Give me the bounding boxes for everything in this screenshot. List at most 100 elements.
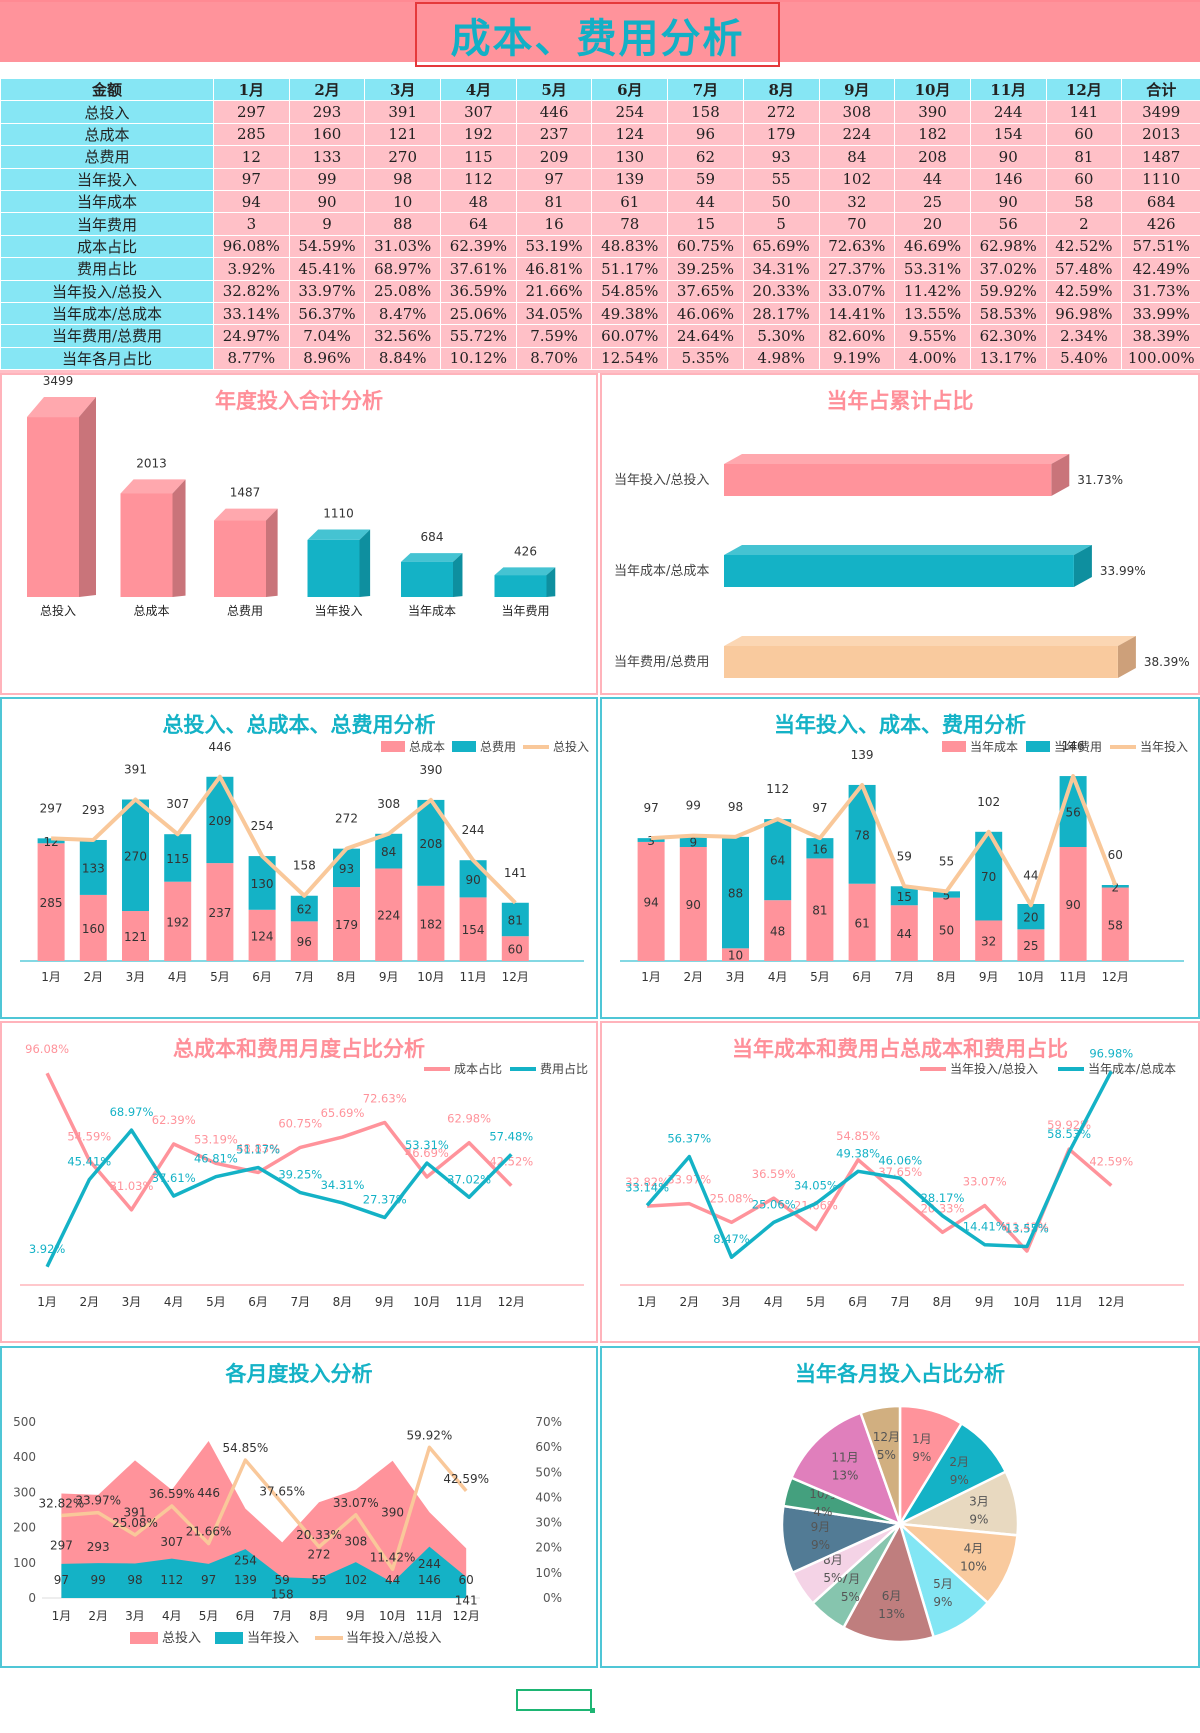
table-cell[interactable]: 82.60% bbox=[818, 324, 896, 348]
table-cell[interactable]: 285 bbox=[213, 122, 290, 147]
table-cell[interactable]: 62.98% bbox=[969, 234, 1047, 259]
table-cell[interactable]: 133 bbox=[288, 145, 366, 169]
table-cell[interactable]: 96.08% bbox=[213, 234, 290, 259]
table-cell[interactable]: 46.69% bbox=[894, 234, 971, 259]
table-cell[interactable]: 1110 bbox=[1121, 167, 1200, 191]
table-cell[interactable]: 13.17% bbox=[969, 346, 1047, 371]
table-cell[interactable]: 20 bbox=[894, 212, 971, 236]
column-header[interactable]: 7月 bbox=[667, 77, 744, 102]
chart-monthly-share-pie[interactable]: 当年各月投入占比分析 1月 9% 2月 9% 3月 9% 4月 10% 5月 9% 6月 13% 7月 5… bbox=[600, 1346, 1200, 1668]
table-cell[interactable]: 100.00% bbox=[1121, 346, 1200, 371]
table-cell[interactable]: 31.03% bbox=[364, 234, 442, 259]
table-cell[interactable]: 4.98% bbox=[742, 346, 820, 371]
table-cell[interactable]: 297 bbox=[213, 100, 290, 124]
table-cell[interactable]: 25.08% bbox=[364, 279, 442, 303]
column-header[interactable]: 10月 bbox=[894, 77, 971, 102]
column-header[interactable]: 9月 bbox=[818, 77, 896, 102]
table-cell[interactable]: 60 bbox=[1045, 167, 1123, 191]
table-cell[interactable]: 81 bbox=[1045, 145, 1123, 169]
row-label[interactable]: 当年费用/总费用 bbox=[0, 324, 214, 348]
table-cell[interactable]: 56.37% bbox=[288, 301, 366, 326]
table-cell[interactable]: 224 bbox=[818, 122, 896, 147]
table-cell[interactable]: 12 bbox=[213, 145, 290, 169]
table-cell[interactable]: 9.19% bbox=[818, 346, 896, 371]
table-cell[interactable]: 39.25% bbox=[667, 257, 744, 281]
table-cell[interactable]: 44 bbox=[667, 189, 744, 214]
column-header[interactable]: 合计 bbox=[1121, 77, 1200, 102]
table-cell[interactable]: 81 bbox=[515, 189, 593, 214]
table-cell[interactable]: 60 bbox=[1045, 122, 1123, 147]
row-label[interactable]: 总费用 bbox=[0, 145, 214, 169]
table-cell[interactable]: 209 bbox=[515, 145, 593, 169]
column-header[interactable]: 金额 bbox=[0, 77, 214, 102]
table-cell[interactable]: 9.55% bbox=[894, 324, 971, 348]
table-cell[interactable]: 14.41% bbox=[818, 301, 896, 326]
table-cell[interactable]: 7.04% bbox=[288, 324, 366, 348]
table-cell[interactable]: 60.07% bbox=[591, 324, 669, 348]
table-cell[interactable]: 9 bbox=[288, 212, 366, 236]
table-cell[interactable]: 57.51% bbox=[1121, 234, 1200, 259]
row-label[interactable]: 当年投入/总投入 bbox=[0, 279, 214, 303]
row-label[interactable]: 当年各月占比 bbox=[0, 346, 214, 371]
row-label[interactable]: 当年投入 bbox=[0, 167, 214, 191]
table-cell[interactable]: 90 bbox=[288, 189, 366, 214]
table-cell[interactable]: 51.17% bbox=[591, 257, 669, 281]
table-cell[interactable]: 124 bbox=[591, 122, 669, 147]
table-cell[interactable]: 293 bbox=[288, 100, 366, 124]
row-label[interactable]: 当年费用 bbox=[0, 212, 214, 236]
table-cell[interactable]: 8.70% bbox=[515, 346, 593, 371]
table-cell[interactable]: 5.35% bbox=[667, 346, 744, 371]
table-cell[interactable]: 25.06% bbox=[440, 301, 517, 326]
table-cell[interactable]: 33.07% bbox=[818, 279, 896, 303]
table-cell[interactable]: 48.83% bbox=[591, 234, 669, 259]
table-cell[interactable]: 158 bbox=[667, 100, 744, 124]
table-cell[interactable]: 42.59% bbox=[1045, 279, 1123, 303]
table-cell[interactable]: 391 bbox=[364, 100, 442, 124]
chart-total-analysis[interactable]: 总投入、总成本、总费用分析 总投入 总费用 总成本 285 12 1月 297 160 133 2… bbox=[0, 697, 598, 1019]
table-cell[interactable]: 115 bbox=[440, 145, 517, 169]
table-cell[interactable]: 8.47% bbox=[364, 301, 442, 326]
table-cell[interactable]: 24.64% bbox=[667, 324, 744, 348]
fill-handle[interactable] bbox=[590, 1708, 595, 1713]
table-cell[interactable]: 146 bbox=[969, 167, 1047, 191]
title-cell[interactable]: 成本、费用分析 bbox=[415, 2, 780, 67]
table-cell[interactable]: 38.39% bbox=[1121, 324, 1200, 348]
table-cell[interactable]: 308 bbox=[818, 100, 896, 124]
column-header[interactable]: 4月 bbox=[440, 77, 517, 102]
table-cell[interactable]: 179 bbox=[742, 122, 820, 147]
table-cell[interactable]: 45.41% bbox=[288, 257, 366, 281]
row-label[interactable]: 当年成本/总成本 bbox=[0, 301, 214, 326]
table-cell[interactable]: 8.96% bbox=[288, 346, 366, 371]
column-header[interactable]: 6月 bbox=[591, 77, 669, 102]
table-cell[interactable]: 93 bbox=[742, 145, 820, 169]
table-cell[interactable]: 50 bbox=[742, 189, 820, 214]
table-cell[interactable]: 34.05% bbox=[515, 301, 593, 326]
table-cell[interactable]: 54.85% bbox=[591, 279, 669, 303]
table-cell[interactable]: 55 bbox=[742, 167, 820, 191]
table-cell[interactable]: 34.31% bbox=[742, 257, 820, 281]
table-cell[interactable]: 97 bbox=[515, 167, 593, 191]
table-cell[interactable]: 84 bbox=[818, 145, 896, 169]
table-cell[interactable]: 5.40% bbox=[1045, 346, 1123, 371]
table-cell[interactable]: 72.63% bbox=[818, 234, 896, 259]
table-cell[interactable]: 62.39% bbox=[440, 234, 517, 259]
table-cell[interactable]: 13.55% bbox=[894, 301, 971, 326]
table-cell[interactable]: 27.37% bbox=[818, 257, 896, 281]
table-cell[interactable]: 98 bbox=[364, 167, 442, 191]
table-cell[interactable]: 53.31% bbox=[894, 257, 971, 281]
table-cell[interactable]: 31.73% bbox=[1121, 279, 1200, 303]
table-cell[interactable]: 56 bbox=[969, 212, 1047, 236]
table-cell[interactable]: 58 bbox=[1045, 189, 1123, 214]
table-cell[interactable]: 102 bbox=[818, 167, 896, 191]
table-cell[interactable]: 68.97% bbox=[364, 257, 442, 281]
table-cell[interactable]: 141 bbox=[1045, 100, 1123, 124]
table-cell[interactable]: 5 bbox=[742, 212, 820, 236]
table-cell[interactable]: 21.66% bbox=[515, 279, 593, 303]
column-header[interactable]: 11月 bbox=[969, 77, 1047, 102]
table-cell[interactable]: 237 bbox=[515, 122, 593, 147]
selected-cell[interactable] bbox=[516, 1689, 592, 1711]
table-cell[interactable]: 12.54% bbox=[591, 346, 669, 371]
table-cell[interactable]: 94 bbox=[213, 189, 290, 214]
table-cell[interactable]: 70 bbox=[818, 212, 896, 236]
table-cell[interactable]: 96 bbox=[667, 122, 744, 147]
